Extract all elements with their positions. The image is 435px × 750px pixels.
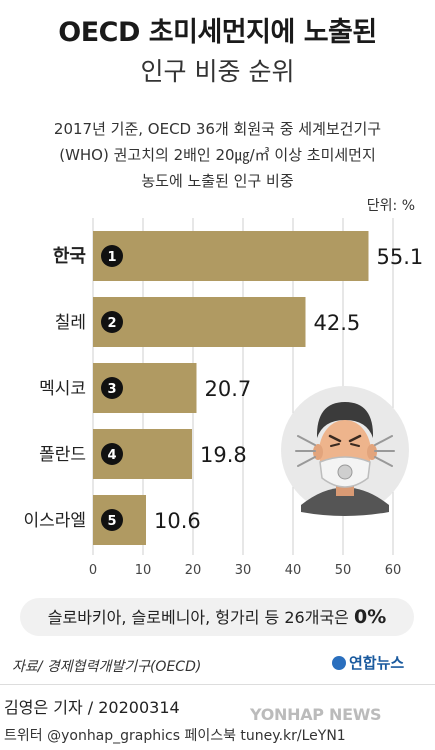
rank-badge-circle — [101, 311, 123, 333]
note-value: 0% — [353, 606, 387, 628]
x-tick-labels: 0 10 20 30 40 50 60 — [89, 563, 401, 578]
subtitle-line2: (WHO) 권고치의 2배인 20㎍/㎥ 이상 초미세먼지 — [59, 146, 376, 164]
x-tick-label: 10 — [135, 563, 152, 578]
value-labels: 55.1 42.5 20.7 19.8 10.6 — [154, 245, 423, 533]
category-label: 폴란드 — [39, 445, 86, 465]
rank-number: 4 — [107, 448, 116, 463]
rank-number: 2 — [107, 316, 116, 331]
footer-divider — [0, 684, 435, 685]
rank-badges: 1 2 3 4 5 — [101, 245, 123, 531]
x-tick-label: 40 — [285, 563, 302, 578]
value-label: 42.5 — [314, 311, 361, 335]
value-label: 19.8 — [200, 443, 247, 467]
category-label: 이스라엘 — [23, 511, 86, 531]
chart-title-line2: 인구 비중 순위 — [140, 57, 295, 86]
subtitle-line3: 농도에 노출된 인구 비중 — [141, 172, 294, 190]
value-label: 10.6 — [154, 509, 201, 533]
note-text: 슬로바키아, 슬로베니아, 헝가리 등 26개국은 — [47, 608, 354, 627]
category-label: 칠레 — [55, 313, 86, 333]
brand-logo: 연합뉴스 — [332, 652, 404, 673]
rank-badge-circle — [101, 377, 123, 399]
bars — [93, 231, 369, 545]
brand-logo-icon — [332, 656, 346, 670]
note-box: 슬로바키아, 슬로베니아, 헝가리 등 26개국은 0% — [20, 598, 414, 636]
rank-number: 3 — [107, 382, 116, 397]
rank-number: 5 — [107, 514, 116, 529]
source-label: 자료/ 경제협력개발기구(OECD) — [12, 659, 202, 675]
brand-name: 연합뉴스 — [349, 654, 405, 672]
x-tick-label: 30 — [235, 563, 252, 578]
category-label: 한국 — [53, 246, 86, 267]
bar — [93, 297, 306, 347]
reporter-credit: 김영은 기자 / 20200314 — [4, 698, 180, 717]
rank-badge-circle — [101, 509, 123, 531]
masked-person-illustration — [281, 386, 409, 516]
x-tick-label: 60 — [385, 563, 402, 578]
subtitle-line1: 2017년 기준, OECD 36개 회원국 중 세계보건기구 — [53, 120, 382, 138]
rank-number: 1 — [107, 250, 116, 265]
value-label: 20.7 — [205, 377, 252, 401]
unit-label: 단위: % — [366, 198, 415, 214]
chart-title: OECD 초미세먼지에 노출된 — [58, 17, 377, 48]
value-label: 55.1 — [377, 245, 424, 269]
wire-watermark: YONHAP NEWS — [250, 705, 382, 724]
social-credit: 트위터 @yonhap_graphics 페이스북 tuney.kr/LeYN1 — [4, 728, 346, 744]
x-tick-label: 0 — [89, 563, 97, 578]
category-label: 멕시코 — [39, 379, 86, 399]
bar — [93, 231, 369, 281]
x-tick-label: 50 — [335, 563, 352, 578]
rank-badge-circle — [101, 245, 123, 267]
rank-badge-circle — [101, 443, 123, 465]
x-tick-label: 20 — [185, 563, 202, 578]
